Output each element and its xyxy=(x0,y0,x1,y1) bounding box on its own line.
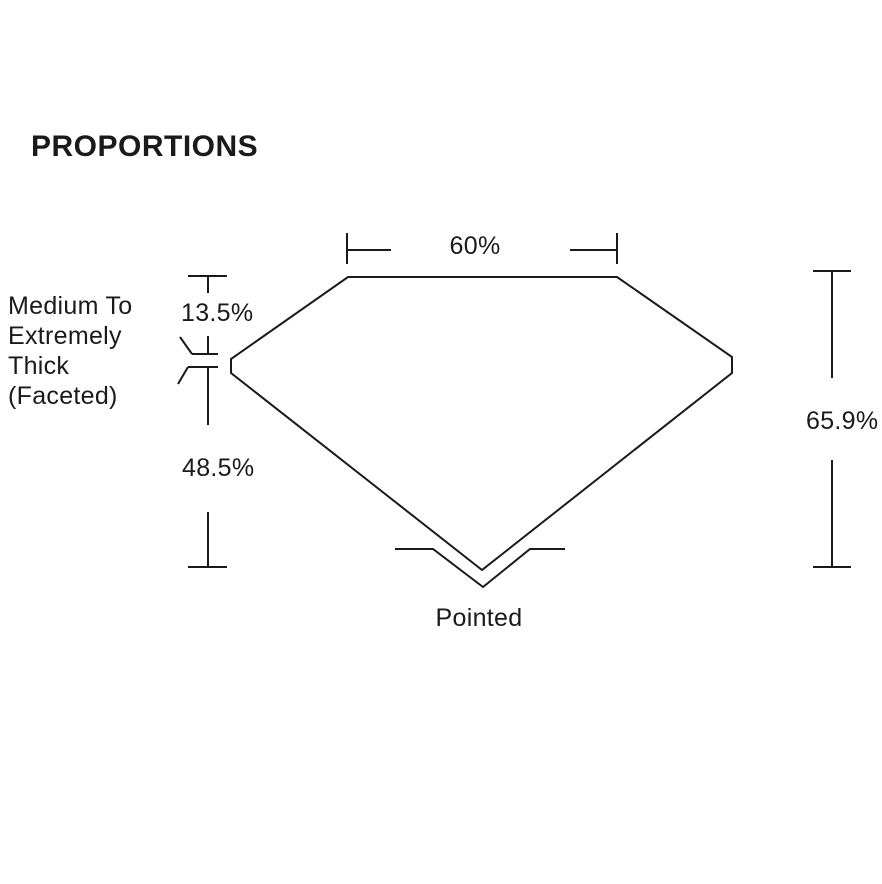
girdle-marker-lines xyxy=(177,336,218,385)
diamond-outline-shape xyxy=(230,276,733,572)
page-title: PROPORTIONS xyxy=(31,130,259,163)
girdle-label-line-1: Medium To xyxy=(8,292,133,320)
pavilion-depth-dimension-lines xyxy=(188,368,227,568)
total-depth-label: 65.9% xyxy=(806,407,879,435)
table-width-dimension-lines xyxy=(346,233,618,264)
girdle-label-line-4: (Faceted) xyxy=(8,382,118,410)
culet-marker-lines xyxy=(395,548,565,589)
girdle-label: Medium To Extremely Thick (Faceted) xyxy=(8,291,133,411)
girdle-label-line-2: Extremely xyxy=(8,322,122,350)
girdle-label-line-3: Thick xyxy=(8,352,70,380)
pavilion-depth-label: 48.5% xyxy=(182,454,255,482)
culet-label: Pointed xyxy=(435,604,523,632)
table-width-label: 60% xyxy=(449,232,501,260)
total-depth-dimension-lines xyxy=(813,270,851,568)
crown-height-dimension-lines xyxy=(188,275,227,354)
crown-height-label: 13.5% xyxy=(181,299,254,327)
